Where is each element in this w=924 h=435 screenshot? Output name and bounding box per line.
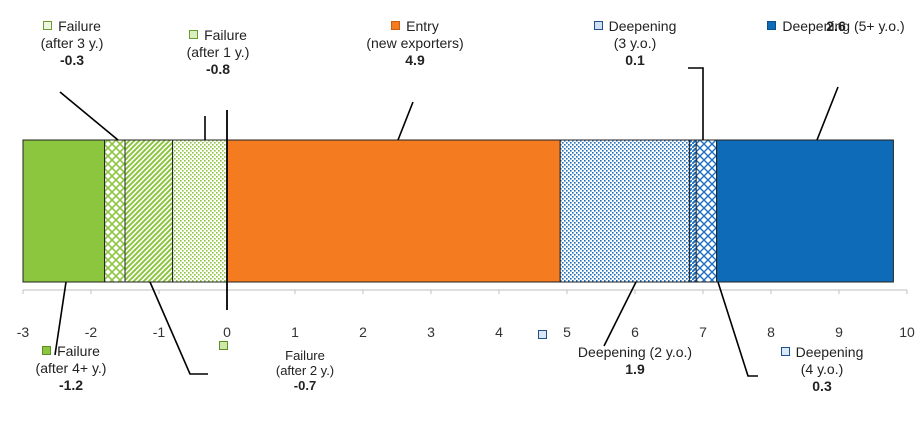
x-tick-label: 10 xyxy=(899,324,915,340)
swatch-failure-2y xyxy=(216,338,236,355)
swatch-failure-2y-icon xyxy=(218,341,228,350)
x-tick-label: 0 xyxy=(223,324,231,340)
label-failure-2y: Failure (after 2 y.) -0.7 xyxy=(275,348,335,393)
label-failure-1y: Failure (after 1 y.) -0.8 xyxy=(186,27,250,77)
swatch-deepening-2y-icon xyxy=(537,330,547,339)
label-failure-3y: Failure (after 3 y.) -0.3 xyxy=(40,18,104,68)
leader-deepening-3y xyxy=(688,67,704,140)
swatch-deepening-3y-icon xyxy=(593,21,603,30)
label-deepening-5y: Deepening (5+ y.o.) 2.6 xyxy=(748,18,924,35)
label-deepening-2y: Deepening (2 y.o.) 1.9 xyxy=(577,344,693,377)
x-tick-label: 4 xyxy=(495,324,503,340)
swatch-entry-icon xyxy=(391,21,401,30)
x-tick-label: -3 xyxy=(17,324,30,340)
x-tick-label: 7 xyxy=(699,324,707,340)
bar-segment-f4 xyxy=(22,139,106,283)
leader-deepening-5y xyxy=(816,86,839,141)
bar-segment-d2 xyxy=(559,139,690,283)
swatch-failure-1y-icon xyxy=(189,30,199,39)
x-tick-label: -2 xyxy=(85,324,98,340)
swatch-deepening-5y-icon xyxy=(767,21,777,30)
bar-segment-f1 xyxy=(172,139,228,283)
bar-segments xyxy=(22,139,894,283)
x-tick-label: -1 xyxy=(153,324,166,340)
leader-failure-2y xyxy=(149,281,208,375)
bar-segment-f3 xyxy=(104,139,126,283)
x-tick-label: 2 xyxy=(359,324,367,340)
x-tick-label: 1 xyxy=(291,324,299,340)
x-axis: -3 -2 -1 0 1 2 3 4 5 6 7 8 9 10 xyxy=(17,110,915,340)
bar-segment-d4 xyxy=(695,139,718,283)
label-failure-4y: Failure (after 4+ y.) -1.2 xyxy=(35,343,107,393)
x-tick-label: 8 xyxy=(767,324,775,340)
swatch-deepening-4y-icon xyxy=(780,347,790,356)
label-deepening-4y: Deepening (4 y.o.) 0.3 xyxy=(762,344,882,395)
x-tick-label: 3 xyxy=(427,324,435,340)
leader-deepening-4y xyxy=(717,281,758,377)
label-deepening-3y: Deepening (3 y.o.) 0.1 xyxy=(560,18,710,69)
swatch-failure-3y-icon xyxy=(43,21,53,30)
x-tick-label: 6 xyxy=(631,324,639,340)
leader-lines xyxy=(54,67,839,377)
leader-failure-4y xyxy=(54,281,67,356)
swatch-failure-4y-icon xyxy=(42,346,52,355)
bar-segment-d3 xyxy=(688,139,697,283)
swatch-deepening-2y xyxy=(535,327,555,344)
leader-failure-3y xyxy=(59,91,119,141)
bar-segment-f2 xyxy=(124,139,174,283)
leader-deepening-2y xyxy=(603,281,637,347)
x-tick-label: 9 xyxy=(835,324,843,340)
leader-entry xyxy=(397,101,414,141)
x-tick-label: 5 xyxy=(563,324,571,340)
bar-segment-entry xyxy=(226,139,561,283)
bar-segment-d5 xyxy=(716,139,894,283)
label-entry: Entry (new exporters) 4.9 xyxy=(366,18,464,68)
